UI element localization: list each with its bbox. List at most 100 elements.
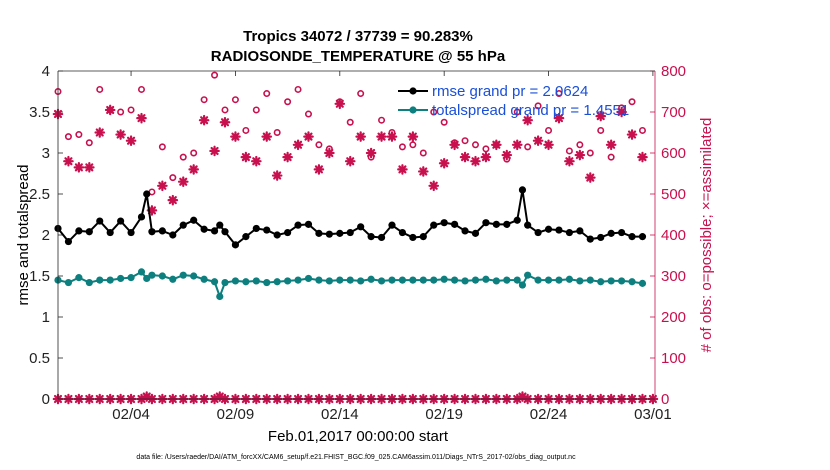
rmse-point-42 bbox=[471, 229, 480, 237]
rmse-point-3 bbox=[85, 228, 93, 236]
totalspread-point-25 bbox=[294, 276, 302, 284]
y-axis-label: rmse and totalspread bbox=[15, 165, 32, 306]
legend-totalspread-marker bbox=[409, 106, 417, 114]
obs-assimilated-point-5 bbox=[104, 104, 116, 116]
obs-assimilated-point-26 bbox=[324, 147, 335, 159]
obs-possible-point-2 bbox=[75, 131, 83, 139]
obs-assimilated-point-48 bbox=[553, 112, 565, 124]
obs-assimilated-point-52 bbox=[595, 110, 607, 122]
obs-possible-point-24 bbox=[304, 110, 312, 118]
rmse-point-39 bbox=[440, 219, 448, 227]
obs-possible-point-13 bbox=[190, 149, 198, 157]
data-file-footer: data file: /Users/raeder/DAI/ATM_forcXX/… bbox=[136, 454, 576, 461]
rmse-point-21 bbox=[252, 224, 260, 233]
obs-assimilated-point-44 bbox=[511, 139, 523, 151]
rmse-point-26 bbox=[304, 220, 313, 228]
obs-assimilated-point-42 bbox=[491, 139, 502, 151]
obs-possible-point-19 bbox=[252, 106, 260, 114]
obs-possible-point-34 bbox=[409, 141, 417, 149]
obs-assimilated-point-6 bbox=[115, 129, 126, 140]
y-axis-left: 0 0.5 1 1.5 2 2.5 3 3.5 4 bbox=[29, 63, 63, 408]
x-tick-label-4: 02/24 bbox=[530, 406, 568, 423]
x-axis-label: Feb.01,2017 00:00:00 start bbox=[268, 428, 449, 445]
obs-assimilated-point-33 bbox=[397, 164, 408, 175]
totalspread-point-59 bbox=[638, 279, 647, 287]
y-right-tick-label-6: 600 bbox=[661, 145, 686, 162]
obs-possible-point-55 bbox=[628, 98, 636, 106]
totalspread-point-41 bbox=[461, 277, 469, 285]
rmse-point-38 bbox=[430, 221, 438, 229]
rmse-point-35 bbox=[398, 228, 407, 237]
obs-assimilated-point-18 bbox=[240, 151, 252, 163]
rmse-point-56 bbox=[607, 229, 615, 237]
obs-assimilated-point-53 bbox=[605, 139, 617, 151]
rmse-point-53 bbox=[576, 227, 584, 235]
totalspread-point-20 bbox=[242, 278, 250, 286]
rmse-point-36 bbox=[409, 233, 417, 242]
totalspread-point-15 bbox=[200, 275, 208, 283]
y-axis-right: 0 100 200 300 400 500 600 700 800 bbox=[650, 63, 686, 408]
rmse-point-22 bbox=[263, 226, 271, 234]
y-right-tick-label-1: 100 bbox=[661, 350, 686, 367]
obs-assimilated-point-54 bbox=[616, 106, 627, 118]
obs-assimilated-point-17 bbox=[230, 131, 241, 142]
rmse-point-57 bbox=[618, 228, 626, 237]
obs-possible-point-15 bbox=[211, 71, 219, 79]
rmse-point-58 bbox=[628, 233, 636, 241]
totalspread-point-13 bbox=[179, 271, 187, 279]
totalspread-point-28 bbox=[325, 277, 333, 285]
y-tick-label-4: 2 bbox=[42, 227, 50, 244]
rmse-point-14 bbox=[190, 216, 198, 224]
y-right-tick-label-2: 200 bbox=[661, 309, 686, 326]
x-tick-label-5: 03/01 bbox=[634, 406, 672, 423]
obs-possible-point-53 bbox=[607, 153, 615, 161]
y-right-tick-label-8: 800 bbox=[661, 63, 686, 80]
totalspread-point-6 bbox=[117, 274, 125, 283]
rmse-point-27 bbox=[315, 229, 323, 237]
obs-assimilated-point-49 bbox=[564, 155, 575, 167]
legend-totalspread-label: totalspread grand pr = 1.4551 bbox=[432, 102, 629, 119]
obs-possible-point-40 bbox=[471, 141, 479, 149]
rmse-point-48 bbox=[524, 221, 532, 229]
totalspread-point-35 bbox=[398, 276, 407, 284]
totalspread-point-27 bbox=[315, 276, 323, 284]
obs-assimilated-point-46 bbox=[532, 135, 544, 146]
obs-assimilated-point-37 bbox=[438, 157, 450, 169]
y-right-tick-label-3: 300 bbox=[661, 268, 686, 285]
rmse-point-44 bbox=[492, 220, 500, 228]
rmse-point-16 bbox=[210, 227, 219, 235]
totalspread-point-37 bbox=[419, 276, 427, 284]
obs-assimilated-point-30 bbox=[365, 147, 377, 159]
totalspread-point-24 bbox=[284, 277, 292, 285]
totalspread-point-33 bbox=[377, 277, 386, 285]
y-tick-label-5: 2.5 bbox=[29, 186, 50, 203]
totalspread-point-39 bbox=[440, 275, 448, 283]
x-tick-label-1: 02/09 bbox=[217, 406, 255, 423]
rmse-point-29 bbox=[336, 229, 344, 237]
totalspread-point-21 bbox=[252, 277, 260, 285]
obs-assimilated-point-14 bbox=[198, 114, 210, 126]
totalspread-point-34 bbox=[388, 276, 396, 284]
obs-possible-point-3 bbox=[85, 139, 93, 147]
obs-possible-point-47 bbox=[545, 126, 553, 134]
y-right-tick-label-4: 400 bbox=[661, 227, 686, 244]
obs-assimilated-point-20 bbox=[261, 131, 273, 142]
obs-possible-point-50 bbox=[576, 141, 584, 149]
totalspread-point-14 bbox=[190, 272, 198, 280]
x-tick-label-2: 02/14 bbox=[321, 406, 359, 423]
obs-assimilated-point-47 bbox=[543, 139, 554, 151]
totalspread-point-12 bbox=[169, 275, 177, 283]
rmse-point-10 bbox=[148, 228, 156, 236]
totalspread-point-3 bbox=[85, 278, 93, 287]
obs-assimilated-point-45 bbox=[522, 114, 533, 126]
rmse-point-25 bbox=[294, 221, 302, 229]
rmse-point-1 bbox=[64, 237, 73, 246]
obs-possible-point-51 bbox=[586, 149, 594, 157]
rmse-point-24 bbox=[284, 228, 292, 237]
obs-possible-point-17 bbox=[231, 96, 239, 104]
totalspread-point-18 bbox=[221, 278, 229, 287]
obs-possible-point-48 bbox=[555, 90, 563, 98]
obs-assimilated-point-51 bbox=[584, 172, 596, 183]
totalspread-point-9 bbox=[143, 274, 151, 283]
totalspread-point-54 bbox=[586, 276, 594, 284]
